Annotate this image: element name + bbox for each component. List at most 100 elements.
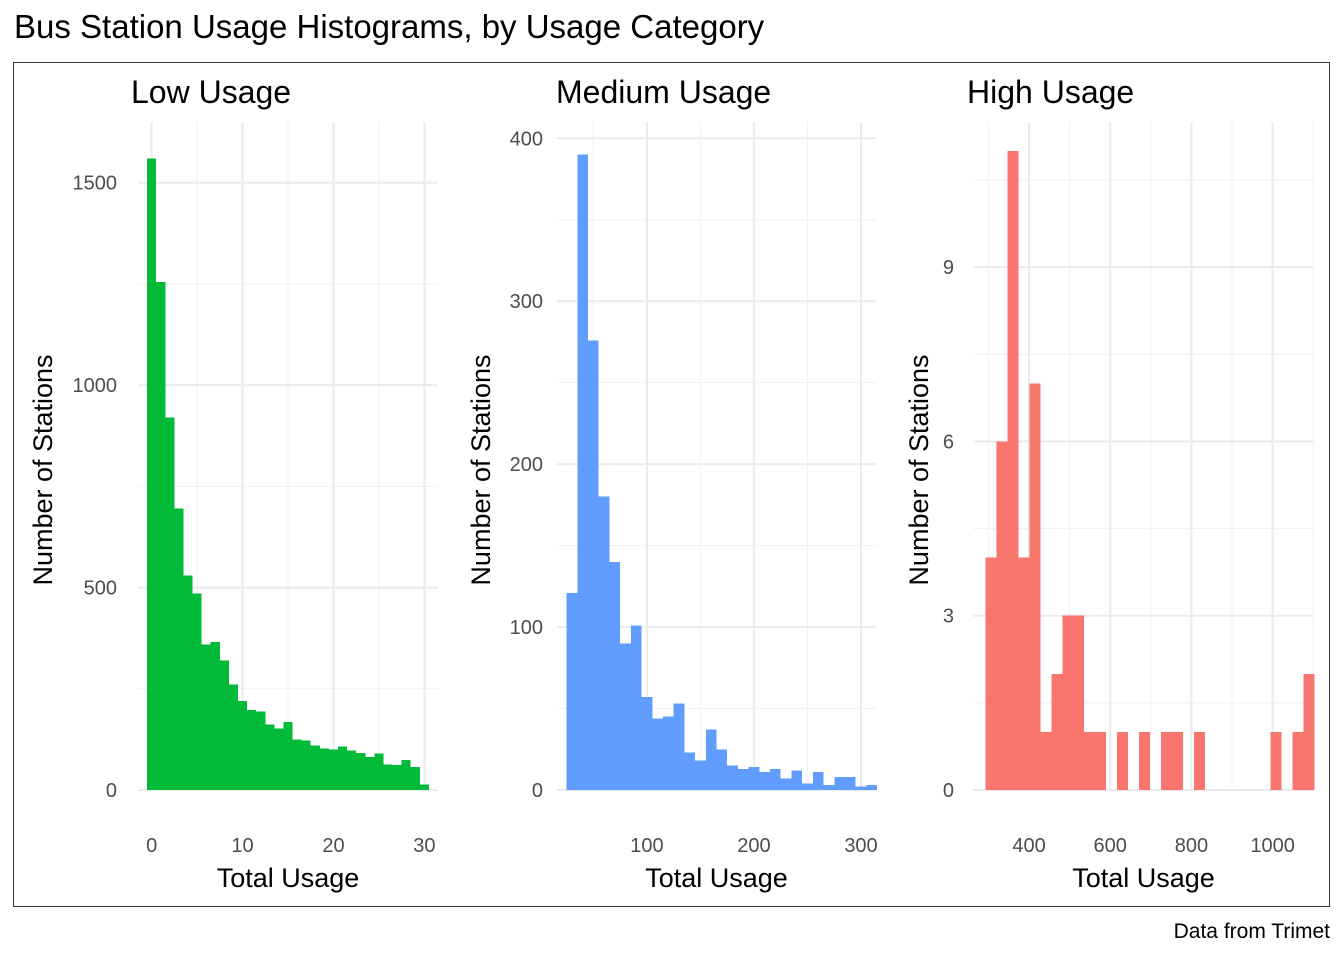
x-axis-label: Total Usage — [217, 863, 360, 893]
x-tick-label: 1000 — [1250, 835, 1295, 857]
x-axis-label: Total Usage — [645, 863, 788, 893]
histogram-bar — [834, 776, 845, 790]
panel-frame — [13, 62, 1330, 907]
histogram-bar — [1051, 673, 1063, 790]
histogram-bar — [147, 158, 157, 790]
y-tick-label: 1500 — [73, 173, 118, 195]
caption: Data from Trimet — [1173, 920, 1330, 943]
histogram-bar — [662, 716, 674, 790]
histogram-bar — [1139, 731, 1150, 790]
histogram-bar — [274, 728, 284, 790]
histogram-bar — [283, 721, 293, 790]
histogram-bar — [419, 784, 429, 790]
histogram-bar — [219, 660, 229, 790]
histogram-bar — [1193, 731, 1205, 790]
panel-subtitle: Low Usage — [131, 74, 291, 110]
histogram-bar — [210, 642, 220, 790]
x-axis-label: Total Usage — [1072, 863, 1215, 893]
histogram-bar — [401, 760, 411, 790]
histogram-bar — [356, 753, 366, 790]
histogram-bar — [759, 772, 771, 790]
y-tick-label: 0 — [106, 780, 117, 802]
histogram-bar — [247, 710, 257, 790]
histogram-bar — [1062, 615, 1074, 790]
x-tick-label: 400 — [1012, 835, 1045, 857]
histogram-bar — [174, 508, 184, 790]
histogram-bar — [292, 739, 302, 790]
histogram-bar — [383, 764, 393, 790]
x-tick-label: 600 — [1094, 835, 1127, 857]
histogram-bar — [265, 724, 275, 790]
histogram-bar — [192, 593, 202, 790]
histogram-bar — [695, 760, 706, 790]
histogram-bar — [156, 281, 166, 790]
histogram-bar — [392, 764, 402, 790]
histogram-panel-0: 0 500 1000 1500 0 10 20 30 Low Usage Total Usage N… — [28, 74, 438, 893]
histogram-bar — [310, 745, 320, 790]
histogram-panel-1: 0 100 200 300 400 100 200 300 Medium Usage Total … — [466, 74, 878, 893]
histogram-bar — [823, 785, 835, 790]
x-tick-label: 800 — [1175, 835, 1208, 857]
x-tick-label: 30 — [413, 835, 435, 857]
histogram-bar — [844, 776, 856, 790]
histogram-bar — [598, 496, 610, 790]
histogram-bar — [770, 768, 781, 790]
histogram-bar — [673, 703, 685, 790]
histogram-bar — [228, 684, 238, 790]
x-tick-label: 200 — [737, 835, 770, 857]
histogram-bar — [620, 643, 631, 790]
histogram-bar — [855, 786, 867, 790]
histogram-bar — [1095, 731, 1107, 790]
y-tick-label: 6 — [943, 431, 954, 453]
histogram-bar — [748, 767, 760, 790]
y-axis-label: Number of Stations — [904, 354, 934, 585]
histogram-bar — [301, 740, 311, 790]
histogram-bar — [201, 644, 211, 790]
y-tick-label: 500 — [84, 578, 117, 600]
y-tick-label: 0 — [943, 780, 954, 802]
histogram-bar — [609, 561, 621, 790]
histogram-bar — [165, 417, 175, 790]
x-tick-label: 0 — [146, 835, 157, 857]
histogram-bar — [328, 749, 338, 790]
histogram-bar — [588, 340, 599, 790]
histogram-bar — [652, 718, 663, 790]
histogram-bar — [1007, 151, 1019, 791]
histogram-bar — [802, 783, 813, 790]
x-tick-label: 20 — [322, 835, 344, 857]
y-tick-label: 1000 — [73, 375, 118, 397]
histogram-bar — [1117, 731, 1129, 790]
histogram-bar — [737, 768, 749, 790]
y-tick-label: 3 — [943, 606, 954, 628]
histogram-bar — [374, 753, 384, 790]
histogram-bar — [347, 750, 357, 790]
histogram-bar — [985, 557, 997, 790]
histogram-bar — [1303, 673, 1315, 790]
panel-subtitle: High Usage — [967, 74, 1134, 110]
chart-title: Bus Station Usage Histograms, by Usage C… — [14, 8, 765, 45]
histogram-bar — [716, 749, 728, 790]
histogram-bar — [866, 785, 878, 790]
y-tick-label: 9 — [943, 257, 954, 279]
y-tick-label: 200 — [510, 454, 543, 476]
y-tick-label: 400 — [510, 128, 543, 150]
histogram-bar — [812, 772, 824, 790]
histogram-bar — [641, 697, 653, 790]
histogram-panel-2: 0 3 6 9 400 600 800 1000 High Usage Total Usage Nu… — [904, 74, 1315, 893]
histogram-bar — [1171, 731, 1183, 790]
histogram-bar — [1040, 731, 1052, 790]
y-tick-label: 0 — [532, 780, 543, 802]
x-tick-label: 10 — [231, 835, 253, 857]
histogram-bar — [727, 765, 738, 790]
histogram-bar — [183, 575, 193, 790]
histogram-bar — [1073, 615, 1085, 790]
histogram-bar — [1160, 731, 1172, 790]
histogram-bar — [338, 746, 348, 790]
y-axis-label: Number of Stations — [28, 354, 58, 585]
histogram-bar — [996, 441, 1008, 790]
histogram-bar — [566, 592, 578, 790]
histogram-bar — [1270, 731, 1282, 790]
histogram-bar — [1018, 557, 1030, 790]
histogram-bar — [365, 756, 375, 790]
histogram-bar — [780, 778, 792, 790]
